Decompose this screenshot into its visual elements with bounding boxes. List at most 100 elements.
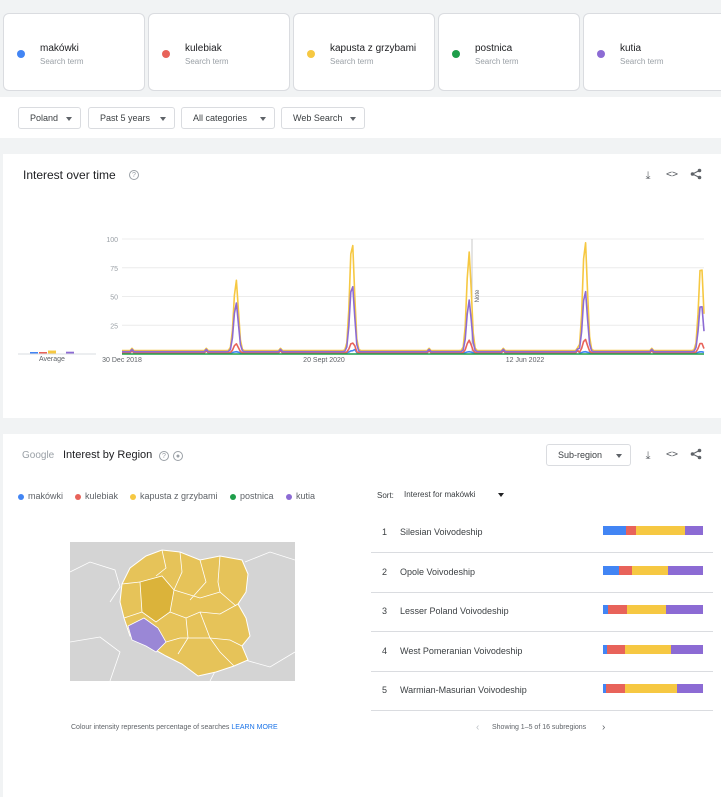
map-note: Colour intensity represents percentage o… <box>71 724 278 731</box>
search-term-name: makówki <box>40 43 79 54</box>
prev-page-icon[interactable]: ‹ <box>476 722 480 733</box>
legend-label: postnica <box>240 491 274 501</box>
legend-item: kapusta z grzybami <box>130 491 218 501</box>
legend-dot <box>130 493 136 500</box>
learn-more-link[interactable]: LEARN MORE <box>231 724 278 731</box>
region-rank: 2 <box>382 566 388 577</box>
chevron-down-icon <box>350 117 356 121</box>
share-segment <box>606 684 625 693</box>
search-term-name: kapusta z grzybami <box>330 43 417 54</box>
search-term-card[interactable]: postnica Search term <box>438 13 580 91</box>
embed-icon[interactable]: <> <box>665 449 679 460</box>
region-share-bar <box>603 565 703 575</box>
region-name: Lesser Poland Voivodeship <box>400 606 509 616</box>
region-rank: 4 <box>382 645 388 656</box>
share-segment <box>625 644 671 654</box>
average-bar <box>66 351 74 354</box>
filter-bar: Poland Past 5 years All categories Web S… <box>0 97 721 138</box>
share-segment <box>607 644 625 654</box>
region-lower-silesian[interactable] <box>127 617 167 653</box>
category-filter[interactable]: All categories <box>181 107 275 129</box>
y-tick-label: 25 <box>110 323 118 330</box>
share-segment <box>671 644 703 654</box>
interest-over-time-title: Interest over time <box>23 168 116 182</box>
pagination-label: Showing 1–5 of 16 subregions <box>492 724 587 731</box>
sort-dropdown-value: Interest for makówki <box>404 490 476 499</box>
time-filter-label: Past 5 years <box>100 113 151 123</box>
search-term-subtitle: Search term <box>475 57 519 66</box>
share-segment <box>668 565 703 575</box>
legend-item: makówki <box>18 491 63 501</box>
region-share-bar <box>603 684 703 693</box>
region-name: West Pomeranian Voivodeship <box>400 645 523 656</box>
download-icon[interactable]: ⤓ <box>645 170 651 182</box>
series-color-dot <box>162 50 170 58</box>
search-term-card[interactable]: kulebiak Search term <box>148 13 290 91</box>
search-term-card[interactable]: makówki Search term <box>3 13 145 91</box>
y-tick-label: 100 <box>106 237 118 244</box>
search-term-subtitle: Search term <box>40 57 84 66</box>
help-icon[interactable]: ? <box>159 451 169 461</box>
resolution-dropdown-label: Sub-region <box>558 450 603 460</box>
chevron-down-icon <box>260 117 266 121</box>
share-segment <box>685 526 703 535</box>
share-segment <box>627 605 666 614</box>
region-row[interactable]: 1 Silesian Voivodeship <box>371 513 713 553</box>
share-segment <box>666 605 703 614</box>
y-tick-label: 50 <box>110 295 118 302</box>
caret-down-icon <box>498 493 504 497</box>
voivodeship-borders <box>121 549 243 667</box>
region-name: Opole Voivodeship <box>400 566 476 577</box>
legend-dot <box>286 493 292 500</box>
share-segment <box>625 684 677 693</box>
sort-dropdown[interactable]: Interest for makówki <box>404 490 508 502</box>
region-row[interactable]: 3 Lesser Poland Voivodeship <box>371 592 713 632</box>
share-segment <box>603 644 607 654</box>
region-share-bar <box>603 644 703 654</box>
share-icon[interactable] <box>689 168 703 182</box>
map-note-text: Colour intensity represents percentage o… <box>71 724 230 731</box>
average-bar <box>48 350 56 354</box>
region-filter[interactable]: Poland <box>18 107 81 129</box>
legend-label: kutia <box>296 491 316 501</box>
chevron-down-icon <box>66 117 72 121</box>
region-row[interactable]: 5 Warmian-Masurian Voivodeship <box>371 671 713 711</box>
category-filter-label: All categories <box>193 113 248 123</box>
region-rank: 5 <box>382 685 388 695</box>
share-segment <box>626 526 636 535</box>
region-row[interactable]: 4 West Pomeranian Voivodeship <box>371 632 713 672</box>
share-segment <box>636 526 685 535</box>
help-icon[interactable]: ? <box>129 170 139 180</box>
search-term-name: postnica <box>475 43 513 54</box>
share-segment <box>619 565 632 575</box>
globe-icon[interactable]: ● <box>173 451 183 461</box>
search-term-card[interactable]: kutia Search term <box>583 13 721 91</box>
region-map <box>70 542 295 681</box>
legend-dot <box>75 493 81 500</box>
region-row[interactable]: 2 Opole Voivodeship <box>371 553 713 593</box>
legend-label: kulebiak <box>85 491 119 501</box>
series-color-dot <box>17 50 25 58</box>
search-term-card[interactable]: kapusta z grzybami Search term <box>293 13 435 91</box>
next-page-icon[interactable]: › <box>602 722 606 733</box>
x-tick-label: 30 Dec 2018 <box>102 357 142 364</box>
legend-item: kutia <box>286 491 315 501</box>
legend-dot <box>18 493 24 500</box>
google-logo: Google <box>22 450 55 461</box>
legend-dot <box>230 493 236 500</box>
time-filter[interactable]: Past 5 years <box>88 107 175 129</box>
region-rank: 3 <box>382 606 388 616</box>
share-icon[interactable] <box>689 448 703 462</box>
resolution-dropdown[interactable]: Sub-region <box>546 444 631 466</box>
series-line <box>122 285 705 353</box>
share-segment <box>603 605 608 614</box>
search-type-filter[interactable]: Web Search <box>281 107 365 129</box>
search-term-subtitle: Search term <box>620 57 664 66</box>
series-line <box>122 242 705 352</box>
average-label: Average <box>39 356 65 363</box>
series-line <box>122 338 705 354</box>
download-icon[interactable]: ⤓ <box>645 450 651 462</box>
embed-icon[interactable]: <> <box>665 169 679 180</box>
series-color-dot <box>597 50 605 58</box>
region-filter-label: Poland <box>30 113 59 123</box>
